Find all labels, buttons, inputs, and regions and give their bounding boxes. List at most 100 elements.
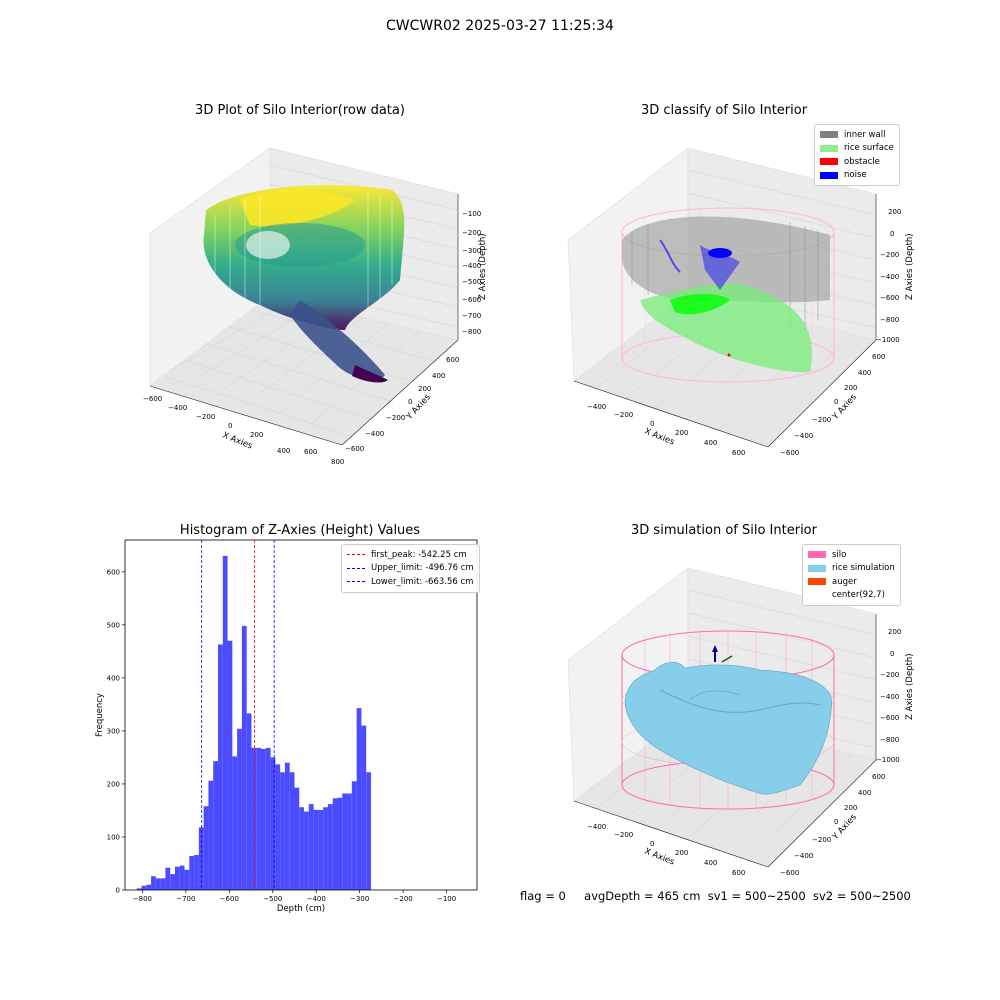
raw-plot-title: 3D Plot of Silo Interior(row data) [195, 103, 405, 118]
simulation-xlabel: X Axies [643, 847, 676, 868]
legend-item-silo: silo [808, 548, 895, 562]
legend-item-upper-limit: Upper_limit: -496.76 cm [347, 562, 474, 576]
status-sv1: sv1 = 500~2500 [707, 889, 806, 903]
legend-item-obstacle: obstacle [820, 155, 894, 169]
legend-item-noise: noise [820, 169, 894, 183]
histogram-bar [246, 713, 252, 890]
legend-line [347, 554, 365, 556]
histogram-bar [351, 781, 357, 890]
legend-swatch [808, 578, 826, 586]
x-tick-label: −100 [437, 895, 456, 903]
legend-swatch [820, 158, 838, 166]
svg-text:−400: −400 [794, 432, 813, 440]
simulation-zlabel: Z Axies (Depth) [905, 653, 915, 720]
svg-text:−800: −800 [462, 328, 481, 336]
histogram-bar [217, 644, 223, 890]
y-tick-label: 500 [107, 621, 120, 629]
svg-text:200: 200 [675, 429, 688, 437]
svg-text:−400: −400 [880, 693, 899, 701]
histogram-plot: −800 −700 −600 −500 −400 −300 −200 −100 0 100 200 3… [107, 539, 478, 903]
svg-text:400: 400 [704, 859, 717, 867]
status-sv2: sv2 = 500~2500 [812, 889, 911, 903]
figure-title: CWCWR02 2025-03-27 11:25:34 [386, 18, 614, 34]
histogram-bar [342, 793, 348, 890]
svg-text:−200: −200 [196, 413, 215, 421]
svg-text:−600: −600 [780, 449, 799, 457]
histogram-bar [261, 748, 266, 890]
histogram-bar [198, 827, 204, 890]
histogram-bar [337, 797, 343, 890]
histogram-bar [179, 865, 185, 890]
histogram-bar [289, 772, 295, 890]
y-tick-label: 100 [107, 833, 120, 841]
svg-text:400: 400 [277, 447, 290, 455]
histogram-bar [232, 756, 238, 890]
histogram-bar [256, 747, 262, 890]
y-tick-label: 200 [107, 780, 120, 788]
legend-line [347, 567, 365, 569]
histogram-bar [366, 772, 371, 890]
svg-text:−200: −200 [880, 671, 899, 679]
svg-text:200: 200 [844, 384, 857, 392]
raw-point-cloud [203, 185, 405, 383]
svg-text:200: 200 [418, 385, 431, 393]
svg-text:−600: −600 [880, 714, 899, 722]
legend-label: auger [832, 576, 857, 587]
legend-item-auger: auger [808, 575, 895, 589]
svg-text:0: 0 [834, 818, 838, 826]
svg-text:−200: −200 [614, 411, 633, 419]
svg-text:0: 0 [650, 420, 654, 428]
x-tick-label: −200 [394, 895, 413, 903]
histogram-bar [323, 807, 328, 890]
svg-text:−400: −400 [587, 403, 606, 411]
svg-text:−500: −500 [462, 278, 481, 286]
legend-item-inner-wall: inner wall [820, 128, 894, 142]
classify-plot-title: 3D classify of Silo Interior [640, 103, 808, 118]
svg-text:−400: −400 [462, 262, 481, 270]
svg-text:0: 0 [408, 398, 412, 406]
svg-text:600: 600 [872, 353, 885, 361]
svg-text:0: 0 [228, 422, 232, 430]
classify-ylabel: Y Axies [830, 392, 859, 423]
histogram-bar [160, 878, 166, 890]
histogram-legend: first_peak: -542.25 cm Upper_limit: -496… [341, 544, 480, 593]
svg-text:200: 200 [888, 628, 901, 636]
svg-text:0: 0 [834, 398, 838, 406]
classify-point-cloud [621, 207, 835, 383]
svg-text:−400: −400 [365, 430, 384, 438]
legend-label: obstacle [844, 156, 880, 167]
svg-text:−200: −200 [386, 414, 405, 422]
legend-item-first-peak: first_peak: -542.25 cm [347, 548, 474, 562]
svg-text:−400: −400 [794, 852, 813, 860]
svg-text:−600: −600 [462, 296, 481, 304]
histogram-xlabel: Depth (cm) [277, 904, 325, 914]
x-tick-label: −800 [133, 895, 152, 903]
raw-zlabel: Z Axies (Depth) [478, 233, 488, 300]
histogram-bar [284, 762, 290, 890]
histogram-bar [356, 708, 362, 890]
histogram-bar [208, 780, 214, 890]
status-line: flag = 0 avgDepth = 465 cm sv1 = 500~250… [520, 889, 911, 903]
status-avg-depth: avgDepth = 465 cm [584, 889, 701, 903]
classify-legend: inner wall rice surface obstacle noise [814, 124, 900, 186]
svg-text:400: 400 [858, 369, 871, 377]
simulation-legend: silo rice simulation auger center(92,7) [802, 544, 901, 606]
legend-item-lower-limit: Lower_limit: -663.56 cm [347, 575, 474, 589]
histogram-bar [227, 640, 233, 890]
svg-text:−600: −600 [345, 445, 364, 453]
svg-text:−1000: −1000 [876, 336, 900, 344]
svg-text:−100: −100 [462, 210, 481, 218]
svg-text:−300: −300 [462, 247, 481, 255]
histogram-bar [361, 725, 367, 890]
histogram-bar [151, 876, 156, 890]
svg-text:−1000: −1000 [876, 756, 900, 764]
svg-text:−400: −400 [880, 273, 899, 281]
svg-text:600: 600 [732, 449, 745, 457]
histogram-bar [155, 878, 161, 890]
classify-xlabel: X Axies [643, 427, 676, 448]
svg-text:−200: −200 [462, 229, 481, 237]
svg-text:800: 800 [331, 458, 344, 466]
histogram-frame [124, 539, 478, 891]
simulation-plot-title: 3D simulation of Silo Interior [631, 523, 817, 538]
